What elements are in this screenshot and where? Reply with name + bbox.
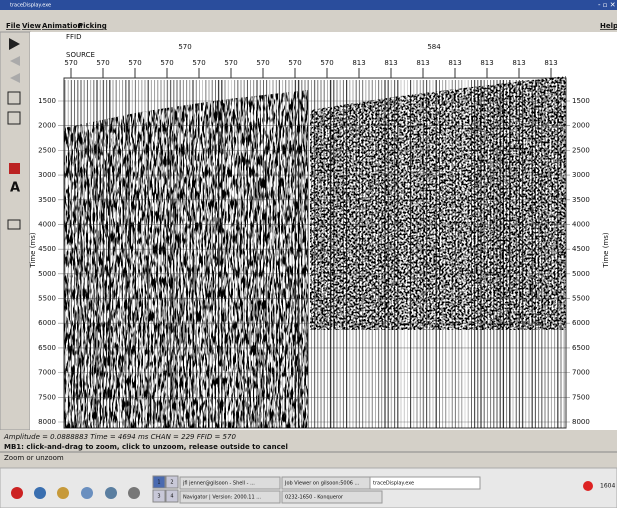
- launcher[interactable]: [11, 487, 23, 499]
- y-tick-label-right: 2500: [572, 146, 590, 154]
- group-label: 570: [178, 43, 191, 51]
- task-label: traceDisplay.exe: [373, 481, 414, 487]
- desktop-label: 1: [157, 480, 160, 486]
- task-label: Job Viewer on gilsoon:5006 ...: [284, 481, 360, 487]
- task-label: jfl jenner@gilsoon - Shell - ...: [182, 481, 255, 487]
- y-axis-label: Time (ms): [29, 232, 37, 269]
- trace-label: 570: [256, 59, 269, 67]
- screen: traceDisplay.exe - ▫ ✕ FileViewAnimation…: [0, 0, 617, 508]
- task-label: Navigator | Version: 2000.11 ...: [183, 495, 261, 501]
- y-tick-label-right: 4000: [572, 220, 590, 228]
- window-controls[interactable]: - ▫ ✕: [598, 1, 616, 9]
- y-tick-label: 2500: [38, 146, 56, 154]
- launcher[interactable]: [105, 487, 117, 499]
- y-tick-label: 7000: [38, 369, 56, 377]
- status-readout: Amplitude = 0.0888883 Time = 4694 ms CHA…: [3, 433, 236, 441]
- launcher[interactable]: [34, 487, 46, 499]
- menu-item[interactable]: File: [6, 22, 21, 30]
- row-label: FFID: [66, 33, 82, 41]
- trace-label: 813: [512, 59, 525, 67]
- y-axis-label-right: Time (ms): [602, 232, 610, 269]
- trace-label: 813: [416, 59, 429, 67]
- task-label: 0232-1650 - Konqueror: [285, 495, 344, 501]
- y-tick-label: 2000: [38, 122, 56, 130]
- y-tick-label-right: 6500: [572, 344, 590, 352]
- y-tick-label-right: 7500: [572, 393, 590, 401]
- trace-label: 813: [480, 59, 493, 67]
- y-tick-label: 6000: [38, 319, 56, 327]
- tray-icon[interactable]: [583, 481, 593, 491]
- desktop-label: 4: [170, 494, 173, 500]
- y-tick-label: 5500: [38, 295, 56, 303]
- launcher[interactable]: [81, 487, 93, 499]
- y-tick-label-right: 2000: [572, 122, 590, 130]
- clock: 1604: [600, 483, 615, 490]
- y-tick-label-right: 5500: [572, 295, 590, 303]
- trace-label: 570: [160, 59, 173, 67]
- y-tick-label: 4000: [38, 220, 56, 228]
- trace-label: 813: [352, 59, 365, 67]
- y-tick-label-right: 7000: [572, 369, 590, 377]
- menu-item[interactable]: View: [22, 22, 41, 30]
- trace-label: 570: [288, 59, 301, 67]
- row-label: SOURCE: [66, 51, 95, 59]
- color-tool[interactable]: [9, 163, 20, 174]
- title-bar: [0, 0, 617, 10]
- trace-label: 813: [448, 59, 461, 67]
- y-tick-label-right: 3500: [572, 196, 590, 204]
- seismic-right: [310, 76, 566, 330]
- group-label: 584: [427, 43, 441, 51]
- seismic-left: [64, 78, 310, 428]
- y-tick-label: 5000: [38, 270, 56, 278]
- y-tick-label: 3000: [38, 171, 56, 179]
- y-tick-label-right: 1500: [572, 97, 590, 105]
- menu-help[interactable]: Help: [600, 22, 617, 30]
- trace-label: 570: [192, 59, 205, 67]
- y-tick-label: 7500: [38, 393, 56, 401]
- trace-label: 813: [544, 59, 557, 67]
- y-tick-label: 8000: [38, 418, 56, 426]
- trace-label: 570: [224, 59, 237, 67]
- y-tick-label: 6500: [38, 344, 56, 352]
- y-tick-label-right: 5000: [572, 270, 590, 278]
- trace-label: 813: [384, 59, 397, 67]
- window-title: traceDisplay.exe: [10, 3, 51, 9]
- launcher[interactable]: [128, 487, 140, 499]
- y-tick-label-right: 8000: [572, 418, 590, 426]
- trace-label: 570: [128, 59, 141, 67]
- desktop-label: 2: [170, 480, 173, 486]
- desktop-label: 3: [157, 494, 160, 500]
- trace-label: 570: [64, 59, 77, 67]
- status-hint: MB1: click-and-drag to zoom, click to un…: [4, 443, 288, 451]
- status-message: Zoom or unzoom: [4, 454, 64, 462]
- menu-item[interactable]: Picking: [78, 22, 107, 30]
- text-tool[interactable]: A: [10, 181, 20, 196]
- launcher[interactable]: [57, 487, 69, 499]
- trace-label: 570: [320, 59, 333, 67]
- y-tick-label-right: 6000: [572, 319, 590, 327]
- y-tick-label: 1500: [38, 97, 56, 105]
- y-tick-label: 4500: [38, 245, 56, 253]
- menu-item[interactable]: Animation: [42, 22, 82, 30]
- y-tick-label: 3500: [38, 196, 56, 204]
- trace-label: 570: [96, 59, 109, 67]
- y-tick-label-right: 4500: [572, 245, 590, 253]
- y-tick-label-right: 3000: [572, 171, 590, 179]
